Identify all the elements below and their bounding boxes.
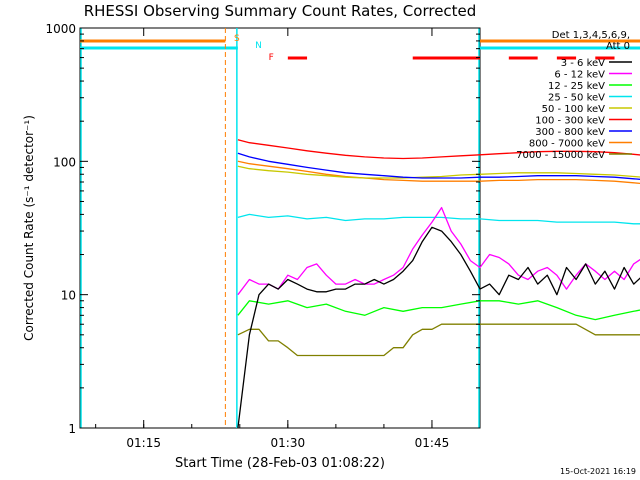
chart-title: RHESSI Observing Summary Count Rates, Co…: [84, 2, 477, 20]
y-axis-label: Corrected Count Rate (s⁻¹ detector⁻¹): [22, 115, 36, 341]
x-tick-label: 01:45: [415, 436, 450, 450]
x-axis: 01:15 01:30 01:45: [95, 28, 450, 450]
y-tick-label: 1000: [45, 22, 76, 36]
x-tick-label: 01:15: [126, 436, 161, 450]
legend-label: 7000 - 15000 keV: [516, 150, 605, 161]
legend-header: Det 1,3,4,5,6,9,: [552, 30, 630, 41]
legend-label: 3 - 6 keV: [561, 58, 605, 69]
x-tick-label: 01:30: [271, 436, 306, 450]
plot-frame: [79, 27, 481, 429]
legend-label: 25 - 50 keV: [548, 93, 605, 104]
legend-header: Att 0: [606, 41, 630, 52]
plot-area: S NF: [80, 28, 640, 429]
flag-label-night: N: [255, 41, 262, 51]
y-axis: 1 10 100 1000: [45, 22, 480, 436]
x-axis-label: Start Time (28-Feb-03 01:08:22): [175, 456, 385, 471]
legend-label: 12 - 25 keV: [548, 81, 605, 92]
legend-label: 50 - 100 keV: [542, 104, 606, 115]
series-line-6: [237, 152, 640, 180]
series-line-3: [237, 213, 640, 225]
flag-label-flare: F: [269, 53, 274, 63]
series-line-7: [237, 160, 640, 185]
y-tick-label: 100: [53, 155, 76, 169]
flag-label-saa: S: [234, 34, 240, 44]
series-line-2: [237, 300, 640, 321]
legend-label: 6 - 12 keV: [554, 70, 605, 81]
series-line-5: [237, 139, 640, 160]
series-line-0: [237, 226, 640, 429]
series-line-1: [237, 206, 640, 296]
y-tick-label: 10: [61, 289, 76, 303]
legend-label: 100 - 300 keV: [535, 116, 605, 127]
legend-label: 800 - 7000 keV: [529, 139, 605, 150]
series-line-8: [237, 323, 640, 357]
series-line-4: [237, 165, 640, 179]
y-tick-label: 1: [68, 422, 76, 436]
legend-label: 300 - 800 keV: [535, 127, 605, 138]
footer-date: 15-Oct-2021 16:19: [560, 467, 636, 476]
